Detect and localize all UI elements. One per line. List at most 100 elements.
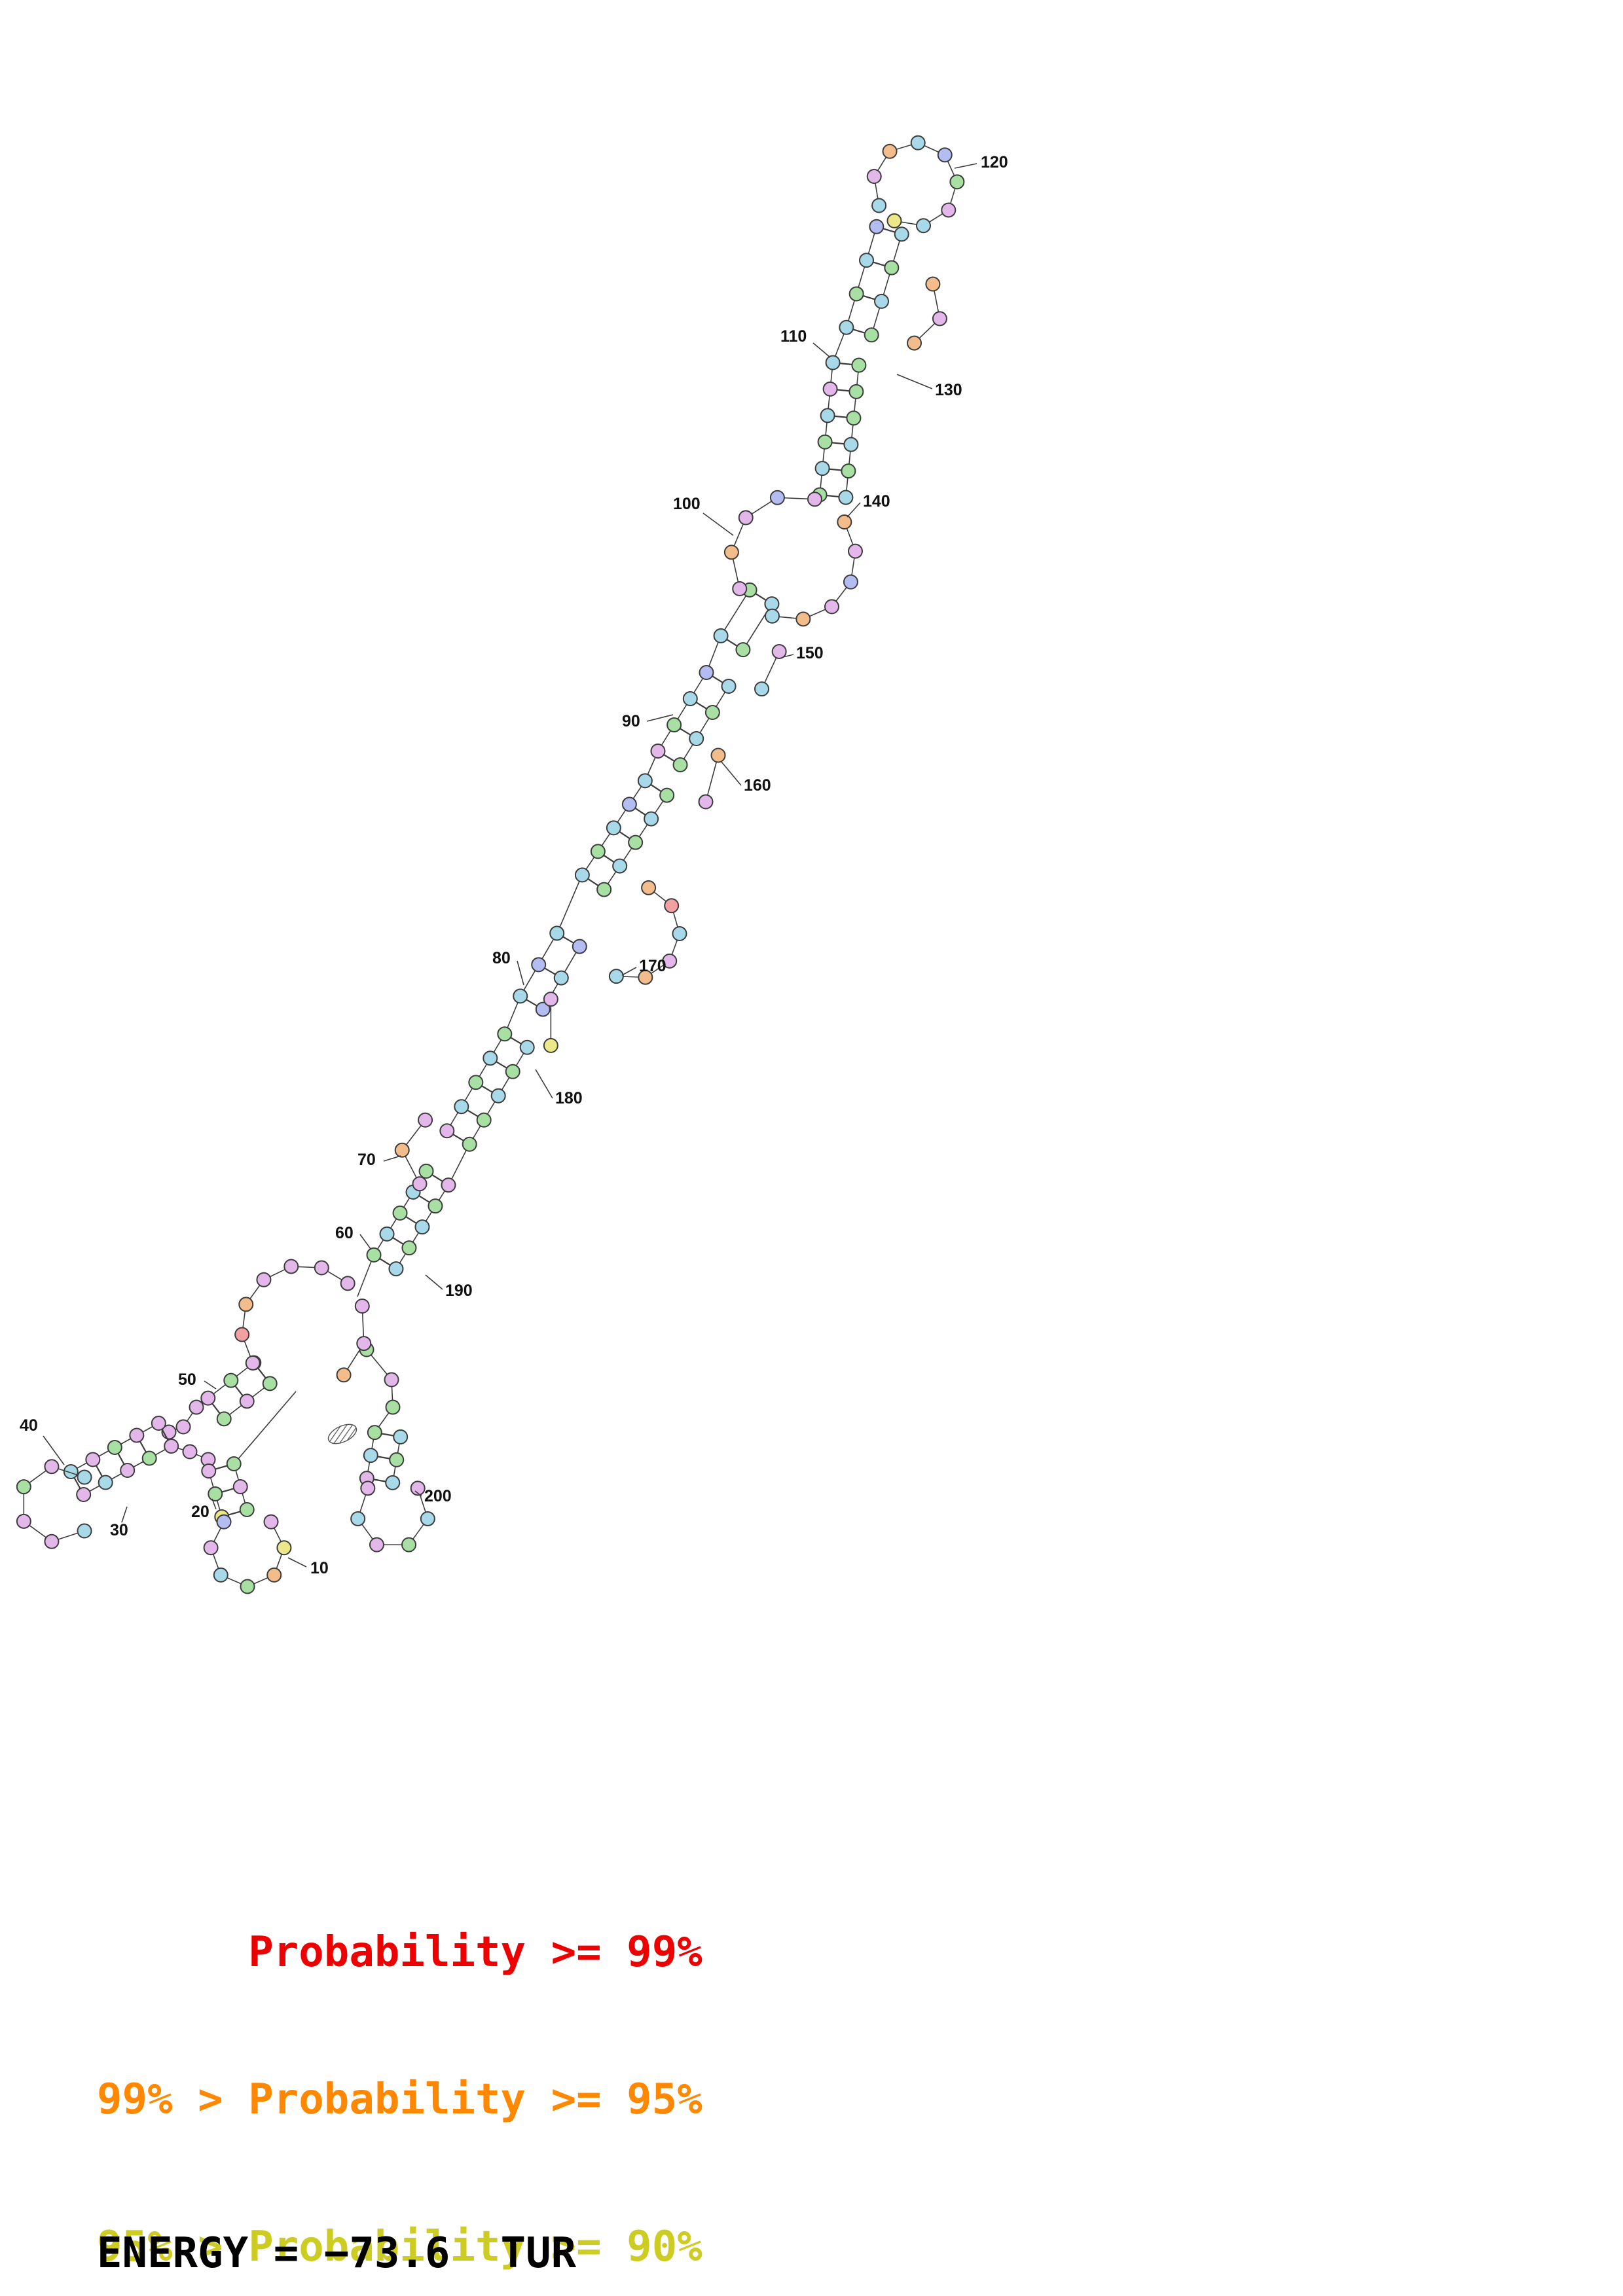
backbone-line xyxy=(646,714,674,722)
position-label: 190 xyxy=(445,1282,473,1300)
backbone-line xyxy=(121,1506,128,1523)
nucleotide xyxy=(420,1511,435,1526)
backbone-line xyxy=(705,755,719,802)
nucleotide xyxy=(713,628,729,643)
position-label: 20 xyxy=(191,1503,210,1521)
nucleotide xyxy=(16,1513,31,1529)
nucleotide xyxy=(941,202,957,218)
nucleotide xyxy=(428,1198,443,1214)
nucleotide xyxy=(846,410,862,426)
nucleotide xyxy=(723,545,739,560)
nucleotide xyxy=(738,510,754,526)
nucleotide xyxy=(63,1463,79,1479)
nucleotide xyxy=(388,1261,404,1277)
nucleotide xyxy=(519,1039,535,1055)
position-label: 150 xyxy=(796,644,824,662)
nucleotide xyxy=(336,1367,352,1383)
nucleotide xyxy=(44,1534,60,1549)
nucleotide xyxy=(606,820,621,836)
nucleotide xyxy=(44,1459,60,1475)
nucleotide xyxy=(468,1075,484,1090)
nucleotide xyxy=(182,1444,198,1460)
nucleotide xyxy=(644,811,659,827)
nucleotide xyxy=(628,834,644,850)
nucleotide xyxy=(841,463,856,479)
position-label: 100 xyxy=(673,495,701,513)
position-label: 40 xyxy=(20,1416,38,1435)
nucleotide xyxy=(873,293,889,309)
nucleotide xyxy=(672,757,688,772)
nucleotide xyxy=(232,1479,248,1495)
nucleotide xyxy=(825,355,841,370)
nucleotide xyxy=(824,599,839,615)
backbone-line xyxy=(535,1069,553,1099)
nucleotide xyxy=(754,681,769,697)
nucleotide xyxy=(871,198,887,213)
nucleotide xyxy=(497,1026,513,1042)
nucleotide xyxy=(107,1439,122,1455)
backbone-line xyxy=(721,761,742,786)
nucleotide xyxy=(848,286,864,302)
structure-drawing: 10 20 30 40 50 60 70 80 90 100 110 120 130 140 150 160 1… xyxy=(16,135,1008,1594)
probability-legend: Probability >= 99% 99% > Probability >= … xyxy=(97,1830,702,2296)
nucleotide xyxy=(385,1399,401,1415)
nucleotide xyxy=(732,581,748,596)
nucleotide xyxy=(385,1475,401,1490)
nucleotide xyxy=(401,1537,417,1552)
nucleotide xyxy=(77,1469,92,1485)
position-label: 60 xyxy=(335,1224,354,1242)
nucleotide xyxy=(226,1456,242,1472)
position-label: 120 xyxy=(981,153,1008,171)
nucleotide xyxy=(203,1540,219,1556)
position-label: 10 xyxy=(310,1559,329,1577)
nucleotide xyxy=(354,1299,370,1314)
nucleotide xyxy=(949,174,965,190)
nucleotide xyxy=(847,543,863,559)
backbone-line xyxy=(720,589,750,636)
position-label: 180 xyxy=(555,1089,583,1107)
nucleotide xyxy=(910,135,926,151)
backbone-line xyxy=(233,1391,297,1465)
nucleotide xyxy=(864,327,879,343)
backbone-line xyxy=(414,1490,422,1497)
position-label: 130 xyxy=(935,381,962,399)
nucleotide xyxy=(689,730,704,746)
nucleotide xyxy=(822,381,838,397)
backbone-line xyxy=(43,1435,65,1465)
nucleotide xyxy=(513,988,528,1004)
nucleotide xyxy=(662,953,678,969)
nucleotide xyxy=(621,797,637,812)
nucleotide xyxy=(369,1537,384,1552)
nucleotide xyxy=(817,434,833,450)
nucleotide xyxy=(356,1336,372,1352)
nucleotide xyxy=(77,1523,92,1539)
nucleotide xyxy=(906,335,922,351)
nucleotide xyxy=(418,1112,433,1128)
nucleotide xyxy=(266,1567,282,1583)
nucleotide xyxy=(531,957,547,973)
nucleotide xyxy=(641,880,657,895)
nucleotide xyxy=(572,939,587,954)
nucleotide xyxy=(807,492,822,507)
backbone-line xyxy=(383,1155,401,1162)
nucleotide xyxy=(414,1219,430,1235)
nucleotide xyxy=(843,437,859,452)
nucleotide xyxy=(650,744,666,759)
nucleotide xyxy=(543,1037,558,1053)
nucleotide xyxy=(915,218,931,234)
nucleotide xyxy=(223,1372,239,1388)
nucleotide xyxy=(367,1425,382,1441)
nucleotide xyxy=(837,514,852,530)
nucleotide xyxy=(454,1099,469,1115)
nucleotide xyxy=(389,1452,405,1467)
nucleotide xyxy=(439,1123,455,1139)
nucleotide xyxy=(350,1511,366,1526)
nucleotide xyxy=(666,717,682,733)
nucleotide xyxy=(672,926,687,942)
position-label: 70 xyxy=(357,1151,376,1169)
nucleotide xyxy=(882,143,898,159)
nucleotide xyxy=(240,1579,255,1594)
nucleotide xyxy=(314,1260,329,1276)
position-label: 200 xyxy=(424,1487,452,1505)
